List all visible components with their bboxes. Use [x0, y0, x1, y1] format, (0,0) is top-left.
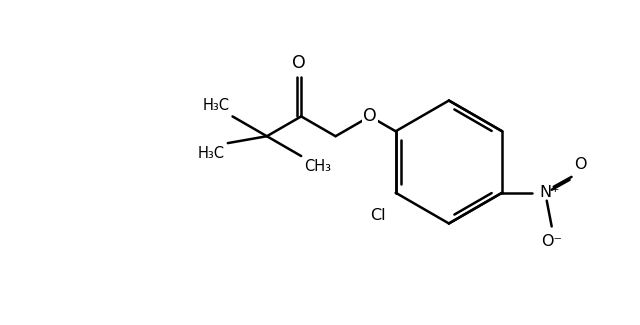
Text: N⁺: N⁺	[540, 185, 561, 200]
Text: H₃C: H₃C	[198, 146, 225, 161]
Text: O: O	[575, 157, 587, 172]
Text: Cl: Cl	[370, 208, 386, 223]
Text: O: O	[363, 107, 377, 125]
Text: CH₃: CH₃	[304, 159, 331, 174]
Text: H₃C: H₃C	[202, 98, 230, 113]
Text: O: O	[292, 54, 306, 72]
Text: O⁻: O⁻	[541, 234, 562, 249]
